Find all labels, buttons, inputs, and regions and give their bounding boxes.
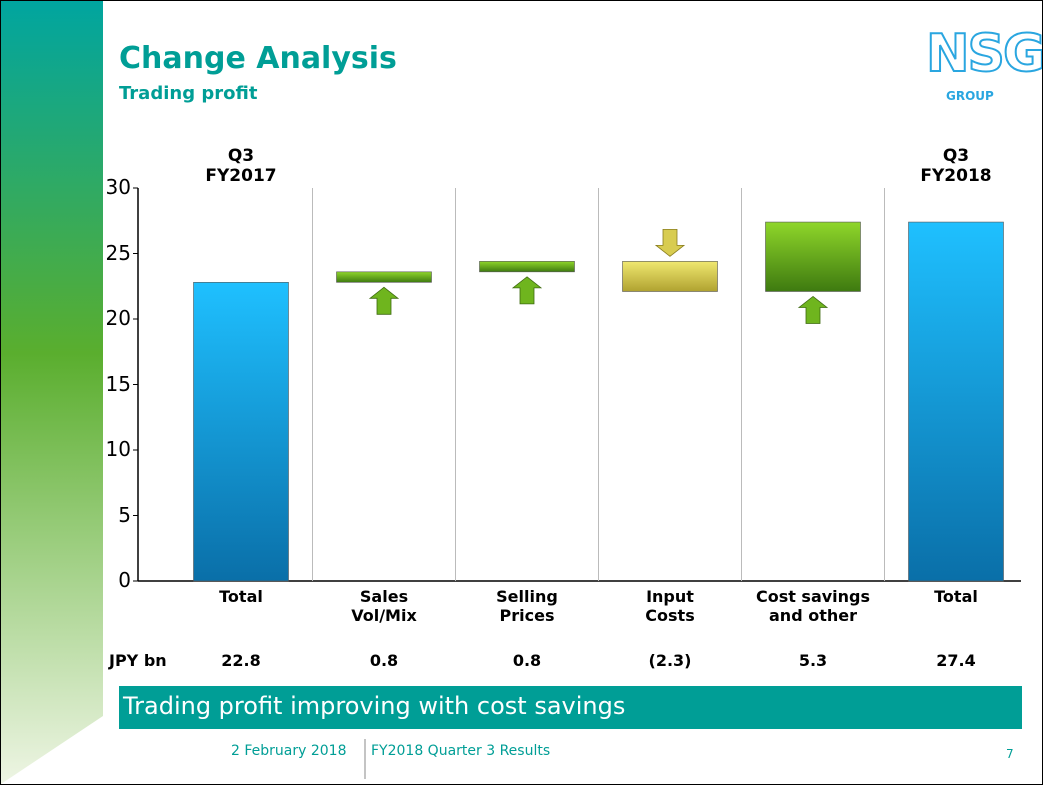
bar <box>765 221 861 292</box>
arrow-up <box>511 276 543 305</box>
logo-sub: GROUP <box>946 89 994 103</box>
page-number: 7 <box>1006 747 1014 761</box>
banner: Trading profit improving with cost savin… <box>123 692 626 720</box>
x-tick-label: Sales Vol/Mix <box>351 587 417 626</box>
footer-date: 2 February 2018 <box>231 743 347 759</box>
x-tick-label: Selling Prices <box>496 587 558 626</box>
value-label: (2.3) <box>648 651 692 670</box>
arrow-up <box>368 286 400 315</box>
bar <box>908 221 1004 582</box>
title: Change Analysis <box>119 41 397 76</box>
value-label: 0.8 <box>369 651 399 670</box>
y-tick-label: 5 <box>118 502 131 527</box>
x-tick-label: Total <box>934 587 978 606</box>
banner-bg <box>119 686 1022 729</box>
footer-event: FY2018 Quarter 3 Results <box>371 743 551 759</box>
value-label: 27.4 <box>936 651 976 670</box>
x-tick-label: Total <box>219 587 263 606</box>
y-tick-label: 10 <box>105 437 131 461</box>
bar <box>479 261 575 273</box>
value-label: 0.8 <box>512 651 542 670</box>
bar <box>622 261 718 292</box>
unit-label: JPY bn <box>109 651 167 670</box>
y-tick-label: 20 <box>105 306 131 330</box>
arrow-up <box>797 295 829 324</box>
arrow-down <box>654 228 686 257</box>
bar <box>336 271 432 283</box>
y-tick-label: 15 <box>105 371 131 396</box>
y-tick-label: 0 <box>118 568 131 592</box>
side-band <box>1 1 103 784</box>
y-tick-label: 25 <box>105 240 131 265</box>
y-tick-label: 30 <box>105 175 131 199</box>
x-tick-label: Input Costs <box>645 587 695 626</box>
x-tick-label: Cost savings and other <box>755 587 871 626</box>
bar <box>193 282 289 582</box>
subtitle: Trading profit <box>119 83 258 104</box>
value-label: 5.3 <box>798 651 828 670</box>
period-label: Q3 FY2017 <box>205 146 277 187</box>
period-label: Q3 FY2018 <box>920 146 992 187</box>
logo: NSG <box>925 23 1043 85</box>
value-label: 22.8 <box>221 651 261 670</box>
